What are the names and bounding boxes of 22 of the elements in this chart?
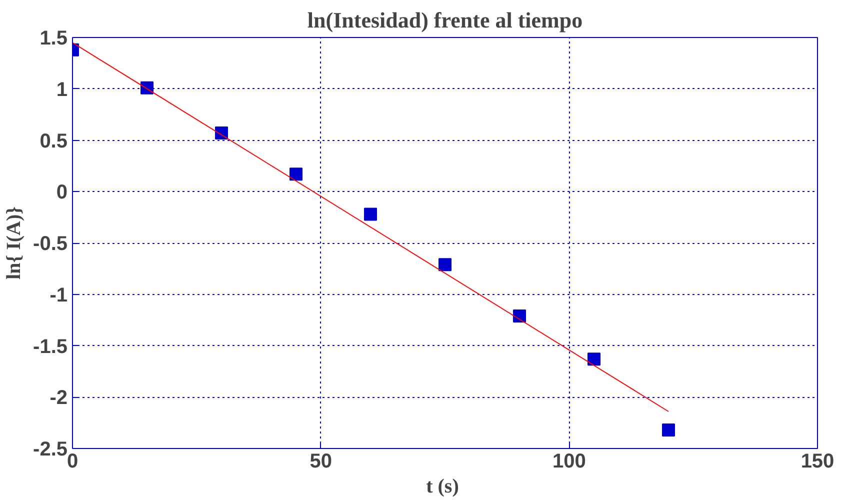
y-tick-label: 1 bbox=[56, 78, 68, 101]
x-axis-title: t (s) bbox=[426, 476, 459, 498]
point bbox=[513, 309, 526, 322]
y-tick-label: -2.5 bbox=[33, 438, 68, 460]
x-tick-label: 150 bbox=[800, 450, 834, 472]
y-axis-title: ln{ I(A)} bbox=[3, 206, 26, 280]
chart-title: ln(Intesidad) frente al tiempo bbox=[307, 8, 583, 32]
point bbox=[215, 126, 228, 140]
y-tick-label: 0.5 bbox=[40, 130, 68, 152]
y-tick-label: -1.5 bbox=[33, 336, 68, 358]
point bbox=[438, 258, 452, 272]
y-tick-label: 1.5 bbox=[40, 28, 68, 50]
point bbox=[290, 168, 302, 181]
point bbox=[364, 208, 377, 221]
y-tick-label: 0 bbox=[56, 182, 68, 204]
y-tick-label: -2 bbox=[50, 387, 68, 410]
point bbox=[588, 352, 600, 366]
point bbox=[662, 424, 675, 437]
x-tick-label: 50 bbox=[310, 450, 332, 472]
x-tick-label: 100 bbox=[552, 450, 586, 472]
y-tick-label: -1 bbox=[50, 284, 68, 306]
y-tick-label: -0.5 bbox=[33, 233, 68, 255]
